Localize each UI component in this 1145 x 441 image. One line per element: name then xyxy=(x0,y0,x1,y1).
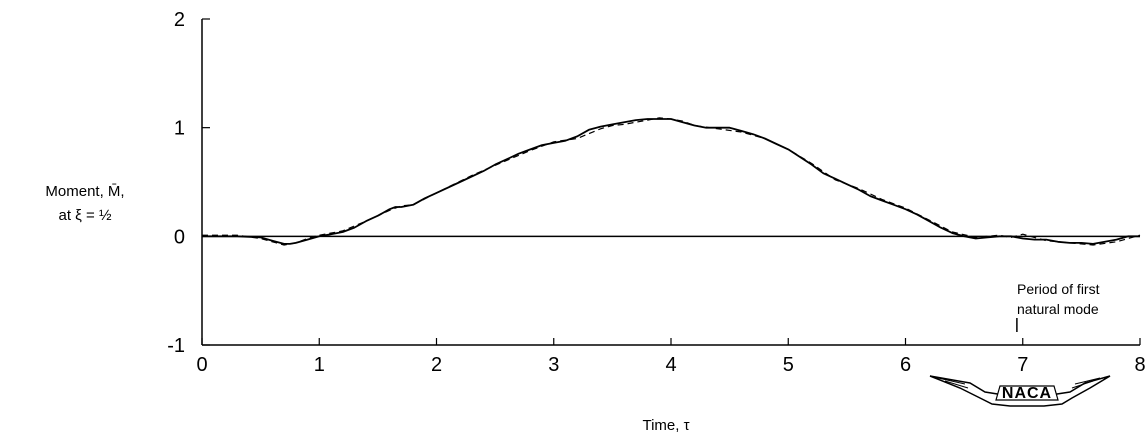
x-tick-label: 7 xyxy=(1017,354,1028,376)
x-tick-label: 4 xyxy=(665,354,676,376)
naca-logo: NACA xyxy=(929,375,1111,407)
series-line-dashed xyxy=(202,117,1141,246)
axes xyxy=(201,19,1140,346)
annotation-line2: natural mode xyxy=(1017,301,1099,317)
y-tick-label: 1 xyxy=(174,118,185,140)
annotation-line1: Period of first xyxy=(1017,281,1100,297)
x-tick-label: 3 xyxy=(548,354,559,376)
y-axis-label-line1: Moment, M̄, xyxy=(45,183,124,200)
series-line-solid xyxy=(202,118,1140,245)
x-axis-label: Time, τ xyxy=(642,417,689,434)
x-tick-label: 2 xyxy=(431,354,442,376)
x-tick-label: 0 xyxy=(196,354,207,376)
naca-logo-text: NACA xyxy=(1002,385,1052,402)
y-tick-label: 2 xyxy=(174,9,185,31)
y-tick-label: 0 xyxy=(174,226,185,248)
y-axis-label-line2: at ξ = ½ xyxy=(59,207,112,224)
x-tick-label: 6 xyxy=(900,354,911,376)
y-tick-label: -1 xyxy=(167,335,185,357)
ticks: 0 1 2 3 4 5 6 7 8 -1 0 1 2 xyxy=(167,9,1145,376)
x-tick-label: 8 xyxy=(1134,354,1145,376)
series-layer xyxy=(202,117,1141,246)
x-tick-label: 5 xyxy=(783,354,794,376)
x-tick-label: 1 xyxy=(314,354,325,376)
